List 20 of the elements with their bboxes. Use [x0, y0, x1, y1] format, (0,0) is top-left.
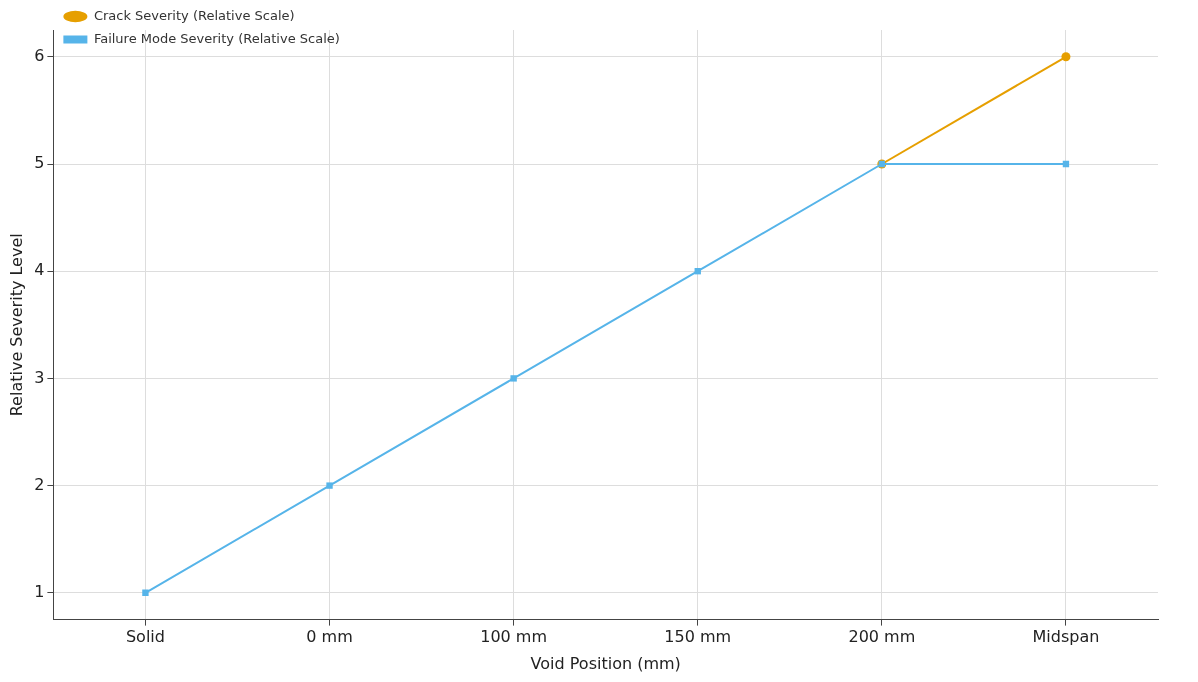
x-tick-label: Midspan: [1032, 627, 1100, 647]
x-axis-title: Void Position (mm): [530, 653, 681, 673]
x-tick-label: 200 mm: [848, 627, 916, 647]
y-tick-label: 2: [34, 474, 45, 494]
point: [510, 375, 517, 382]
y-tick-label: 6: [34, 45, 45, 65]
point: [1061, 52, 1071, 62]
x-tick-label: 100 mm: [480, 627, 548, 647]
legend-label: Crack Severity (Relative Scale): [93, 7, 295, 23]
point: [326, 482, 333, 489]
y-tick-label: 1: [34, 581, 45, 601]
y-tick-label: 4: [34, 260, 45, 280]
x-tick-label: Solid: [125, 627, 165, 647]
point: [142, 589, 149, 596]
x-tick-label: 150 mm: [664, 627, 732, 647]
legend-label: Failure Mode Severity (Relative Scale): [93, 30, 340, 46]
y-axis-title: Relative Severity Level: [6, 233, 26, 417]
y-tick-label: 5: [34, 153, 45, 173]
x-tick-label: 0 mm: [306, 627, 353, 647]
y-tick-label: 3: [34, 367, 45, 387]
